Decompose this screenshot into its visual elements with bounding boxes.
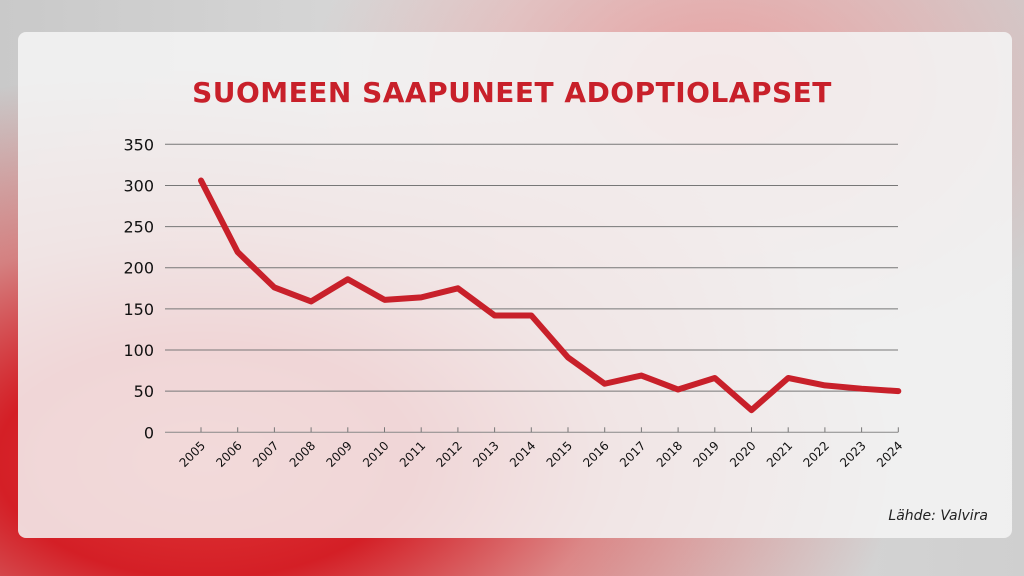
chart-title: SUOMEEN SAAPUNEET ADOPTIOLAPSET xyxy=(192,76,832,109)
x-tick-label: 2014 xyxy=(507,439,538,470)
data-line xyxy=(198,177,902,414)
y-tick-label: 350 xyxy=(123,135,154,154)
x-tick-label: 2020 xyxy=(727,439,758,470)
x-tick-label: 2022 xyxy=(801,439,832,470)
chart-panel xyxy=(18,32,1012,538)
y-tick-label: 0 xyxy=(144,423,154,442)
y-tick-label: 200 xyxy=(123,259,154,278)
x-tick-label: 2015 xyxy=(544,439,575,470)
x-tick-label: 2011 xyxy=(397,439,428,470)
x-tick-label: 2021 xyxy=(764,439,795,470)
x-tick-label: 2023 xyxy=(837,439,868,470)
y-tick-label: 100 xyxy=(123,341,154,360)
x-tick-label: 2005 xyxy=(177,439,208,470)
x-tick-label: 2017 xyxy=(617,439,648,470)
x-tick-label: 2009 xyxy=(323,439,354,470)
source-label: Lähde: Valvira xyxy=(888,508,988,524)
x-tick-label: 2008 xyxy=(287,439,318,470)
x-tick-label: 2006 xyxy=(213,439,244,470)
x-tick-label: 2013 xyxy=(470,439,501,470)
y-tick-label: 250 xyxy=(123,218,154,237)
x-tick-label: 2007 xyxy=(250,439,281,470)
y-tick-label: 150 xyxy=(123,300,154,319)
x-tick-label: 2016 xyxy=(580,439,611,470)
y-tick-label: 50 xyxy=(134,382,154,401)
x-tick-label: 2018 xyxy=(654,439,685,470)
x-tick-label: 2019 xyxy=(690,439,721,470)
y-tick-label: 300 xyxy=(123,176,154,195)
x-tick-label: 2010 xyxy=(360,439,391,470)
x-tick-label: 2024 xyxy=(874,439,905,470)
x-tick-label: 2012 xyxy=(434,439,465,470)
